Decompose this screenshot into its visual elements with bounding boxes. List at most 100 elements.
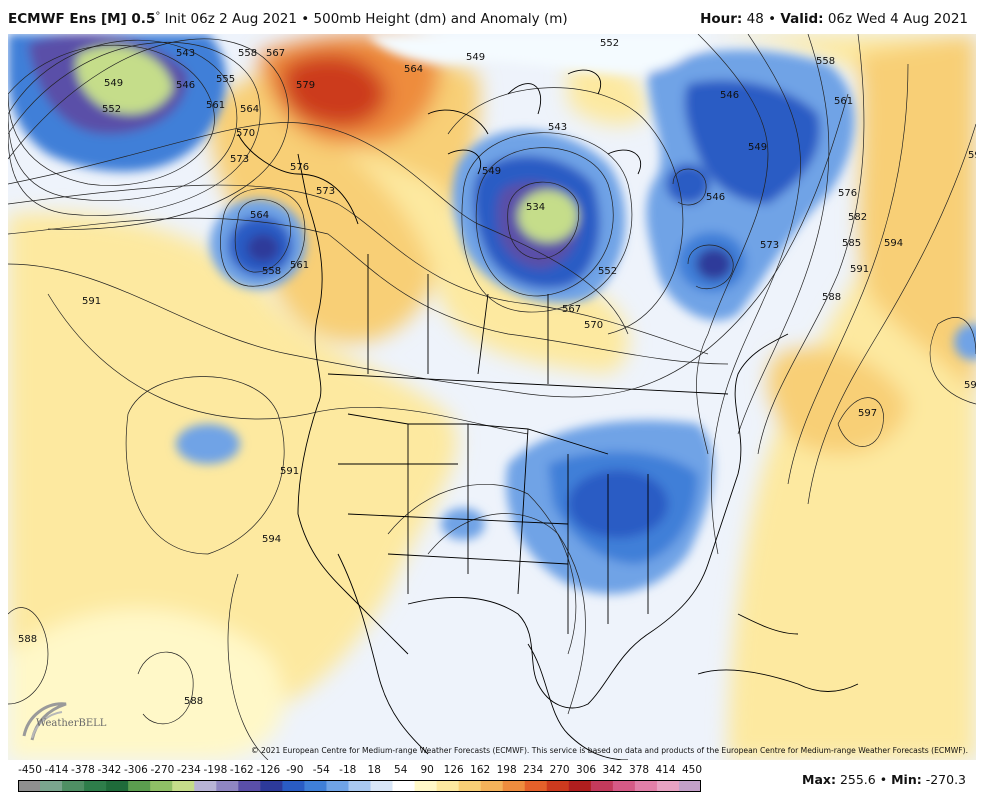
valid-label: Valid:: [780, 11, 824, 27]
map-title: ECMWF Ens [M] 0.5° Init 06z 2 Aug 2021 •…: [8, 11, 568, 27]
colorbar-tick-label: 18: [367, 764, 381, 776]
colorbar-swatch: [194, 780, 217, 792]
field-description: 500mb Height (dm) and Anomaly (m): [313, 11, 568, 27]
colorbar-swatch: [150, 780, 173, 792]
colorbar-tick-label: -198: [203, 764, 228, 776]
boundaries: [237, 69, 859, 760]
min-label: Min:: [891, 772, 922, 787]
colorbar-tick-label: -90: [286, 764, 304, 776]
weatherbell-logo: WeatherBELL: [18, 696, 108, 746]
colorbar-swatch: [128, 780, 151, 792]
colorbar-tick-label: -414: [44, 764, 69, 776]
contour-label: 588: [184, 696, 203, 707]
valid-value: 06z Wed 4 Aug 2021: [827, 11, 968, 27]
contour-label: 543: [176, 48, 195, 59]
cold-anomaly-fill: [8, 34, 976, 594]
title-bullet: •: [301, 11, 310, 27]
contour-label: 549: [748, 142, 767, 153]
colorbar-swatch: [546, 780, 570, 792]
colorbar-tick-label: 234: [523, 764, 544, 776]
contour-label: 558: [262, 266, 281, 277]
colorbar-tick-label: -378: [71, 764, 95, 776]
contour-label: 591: [280, 466, 299, 477]
anomaly-map: 543 549 552 546 555 558 561 564 570 573 579 567 564 5…: [8, 34, 976, 760]
weatherbell-logo-mark: WeatherBELL: [22, 702, 107, 741]
colorbar-swatch: [436, 780, 460, 792]
contour-label: 564: [250, 210, 269, 221]
colorbar-swatch: [84, 780, 107, 792]
degree-symbol: °: [155, 11, 161, 22]
contour-label: 561: [834, 96, 853, 107]
colorbar-swatch: [348, 780, 372, 792]
contour-label: 594: [262, 534, 281, 545]
contour-label: 546: [176, 80, 195, 91]
init-time: Init 06z 2 Aug 2021: [164, 11, 297, 27]
colorbar-tick-label: 270: [549, 764, 570, 776]
colorbar-tick-label: 450: [681, 764, 703, 776]
colorbar-tick-label: 306: [576, 764, 597, 776]
min-value: -270.3: [925, 772, 966, 787]
contour-label: 534: [526, 202, 545, 213]
contour-label: 552: [102, 104, 121, 115]
contour-label: 546: [720, 90, 739, 101]
colorbar-swatch: [480, 780, 504, 792]
colorbar-swatch: [172, 780, 195, 792]
max-value: 255.6: [839, 772, 876, 787]
contour-label: 570: [584, 320, 603, 331]
colorbar-swatch: [612, 780, 636, 792]
stats-readout: Max: 255.6 • Min: -270.3: [802, 772, 966, 787]
contour-label: 588: [18, 634, 37, 645]
colorbar-tick-label: -54: [312, 764, 330, 776]
contour-label: 582: [848, 212, 867, 223]
contour-label: 564: [404, 64, 423, 75]
colorbar-swatch: [18, 780, 41, 792]
colorbar-tick-label: 126: [443, 764, 464, 776]
contour-label: 549: [104, 78, 123, 89]
colorbar-swatch: [370, 780, 394, 792]
colorbar-tick-label: -18: [339, 764, 357, 776]
contour-label: 594: [884, 238, 903, 249]
contour-label: 591: [964, 380, 976, 391]
hour-value: 48: [746, 11, 764, 27]
anomaly-colorbar: [18, 780, 701, 792]
colorbar-swatch: [304, 780, 327, 792]
contour-label: 588: [822, 292, 841, 303]
contour-label: 573: [316, 186, 335, 197]
contour-label: 543: [548, 122, 567, 133]
map-header: ECMWF Ens [M] 0.5° Init 06z 2 Aug 2021 •…: [0, 0, 984, 34]
contour-label: 567: [266, 48, 285, 59]
colorbar-tick-label: -342: [97, 764, 122, 776]
copyright-notice: © 2021 European Centre for Medium-range …: [251, 746, 968, 755]
colorbar-swatch: [678, 780, 701, 792]
colorbar-swatch: [656, 780, 680, 792]
contour-label: 597: [858, 408, 877, 419]
contour-label: 570: [236, 128, 255, 139]
hour-label: Hour:: [700, 11, 743, 27]
colorbar-tick-label: 90: [420, 764, 434, 776]
colorbar-swatch: [260, 780, 283, 792]
colorbar-swatch: [238, 780, 261, 792]
colorbar-tick-label: 198: [496, 764, 517, 776]
contour-label: 555: [216, 74, 235, 85]
contour-label: 597: [968, 150, 976, 161]
contour-label: 576: [290, 162, 309, 173]
map-canvas: 543 549 552 546 555 558 561 564 570 573 579 567 564 5…: [8, 34, 976, 760]
colorbar-tick-label: 54: [394, 764, 408, 776]
colorbar-tick-label: 342: [602, 764, 623, 776]
contour-label: 576: [838, 188, 857, 199]
colorbar-swatch: [392, 780, 416, 792]
contour-label: 549: [466, 52, 485, 63]
colorbar-tick-label: -450: [18, 764, 42, 776]
contour-labels: 543 549 552 546 555 558 561 564 570 573 579 567 564 5…: [18, 38, 976, 707]
anomaly-fill: [8, 34, 976, 760]
time-bullet: •: [768, 11, 777, 27]
contour-label: 573: [760, 240, 779, 251]
contour-label: 561: [206, 100, 225, 111]
colorbar-tick-label: -162: [229, 764, 254, 776]
colorbar-tick-label: 414: [655, 764, 676, 776]
colorbar-swatch: [590, 780, 614, 792]
contour-label: 561: [290, 260, 309, 271]
colorbar-tick-labels: -450 -414 -378 -342 -306 -270 -234 -198 -162 -126…: [0, 764, 984, 778]
height-contours: [8, 34, 976, 760]
colorbar-tick-label: 378: [629, 764, 650, 776]
